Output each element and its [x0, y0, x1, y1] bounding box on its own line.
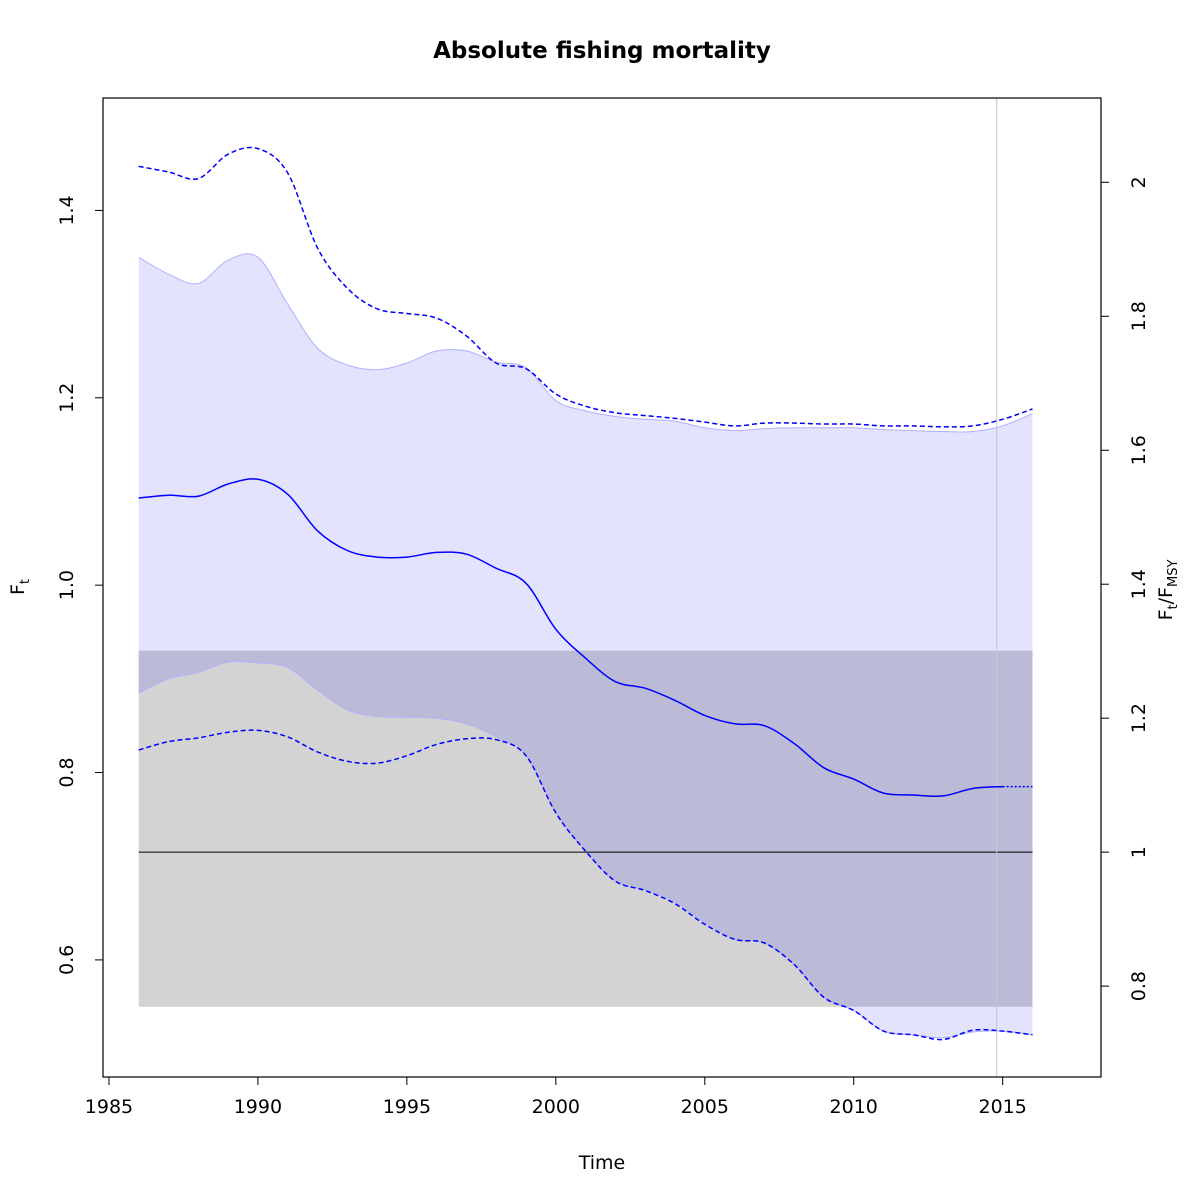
y2-label-sub2: MSY — [1166, 560, 1181, 587]
y2-tick-label: 1 — [1128, 846, 1150, 858]
x-tick-label: 1990 — [234, 1096, 282, 1118]
y-tick-label: 1.4 — [56, 195, 78, 225]
y-tick-label: 0.8 — [56, 757, 78, 787]
y-tick-label: 1.2 — [56, 383, 78, 413]
y2-label-sep: /F — [1155, 587, 1177, 604]
y2-tick-label: 2 — [1128, 176, 1150, 188]
x-axis-label: Time — [578, 1152, 626, 1174]
y2-tick-label: 1.4 — [1128, 569, 1150, 599]
prediction-upper-line — [138, 146, 1033, 428]
x-tick-label: 2010 — [830, 1096, 878, 1118]
chart-title: Absolute fishing mortality — [433, 38, 771, 64]
y-tick-label: 0.6 — [56, 945, 78, 975]
y-axis-label: Ft — [7, 579, 33, 595]
x-tick-label: 1985 — [85, 1096, 133, 1118]
ci-upper-edge — [138, 253, 1033, 433]
y-axis-label-main: F — [7, 584, 29, 595]
x-tick-label: 2005 — [681, 1096, 729, 1118]
secondary-y-axis-label: Ft/FMSY — [1155, 560, 1181, 621]
x-axis: 1985 1990 1995 2000 2005 2010 2015 — [85, 1076, 1027, 1118]
secondary-y-axis: 0.8 1 1.2 1.4 1.6 1.8 2 — [1101, 176, 1150, 1001]
prediction-lower-line — [138, 729, 1033, 1041]
plot-area — [138, 98, 1033, 1077]
y-axis-label-sub: t — [18, 579, 33, 584]
y2-label-sub1: t — [1166, 604, 1181, 609]
x-tick-label: 1995 — [383, 1096, 431, 1118]
x-tick-label: 2015 — [979, 1096, 1027, 1118]
y2-tick-label: 1.8 — [1128, 301, 1150, 331]
y-axis: 0.6 0.8 1.0 1.2 1.4 — [56, 195, 103, 975]
y2-label-main: F — [1155, 609, 1177, 620]
estimate-line — [138, 478, 1003, 798]
y2-tick-label: 0.8 — [1128, 971, 1150, 1001]
y2-tick-label: 1.2 — [1128, 703, 1150, 733]
y2-tick-label: 1.6 — [1128, 435, 1150, 465]
y-tick-label: 1.0 — [56, 570, 78, 600]
x-tick-label: 2000 — [532, 1096, 580, 1118]
